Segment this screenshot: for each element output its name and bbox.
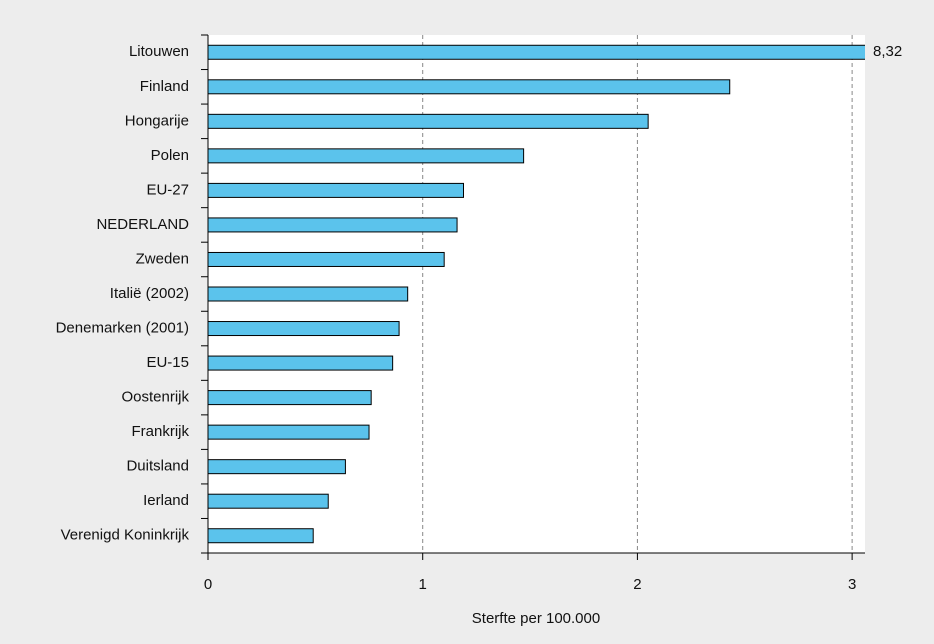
y-tick-label: Oostenrijk [121,389,189,406]
bar [208,528,314,544]
bar [208,424,370,440]
bar [208,148,525,164]
y-tick-label: Polen [151,147,189,164]
x-tick-label: 2 [633,576,641,593]
y-tick-label: EU-15 [146,354,189,371]
bar [208,113,649,129]
y-tick-label: Litouwen [129,43,189,60]
bar [208,217,458,233]
y-tick-label: Italië (2002) [110,285,189,302]
y-tick-label: Frankrijk [131,423,189,440]
bar [208,321,400,337]
y-tick-label: Zweden [136,250,189,267]
y-tick-label: Denemarken (2001) [56,320,189,337]
y-tick-label: Duitsland [126,458,189,475]
x-tick-label: 0 [204,576,212,593]
x-tick-label: 3 [848,576,856,593]
bar [208,286,409,302]
bar [208,459,346,475]
y-tick-label: Ierland [143,492,189,509]
bar [208,79,731,95]
y-tick-label: Hongarije [125,112,189,129]
bar [208,493,329,509]
y-tick-label: Verenigd Koninkrijk [61,527,190,544]
bar [208,355,394,371]
bar [208,251,445,267]
x-tick-label: 1 [419,576,427,593]
y-tick-label: Finland [140,78,189,95]
y-tick-label: NEDERLAND [96,216,189,233]
x-axis-title: Sterfte per 100.000 [472,610,600,627]
bar [208,390,372,406]
bars [208,44,865,544]
bar [208,182,464,198]
value-label: 8,32 [873,43,902,60]
bar [208,44,865,60]
y-tick-label: EU-27 [146,181,189,198]
